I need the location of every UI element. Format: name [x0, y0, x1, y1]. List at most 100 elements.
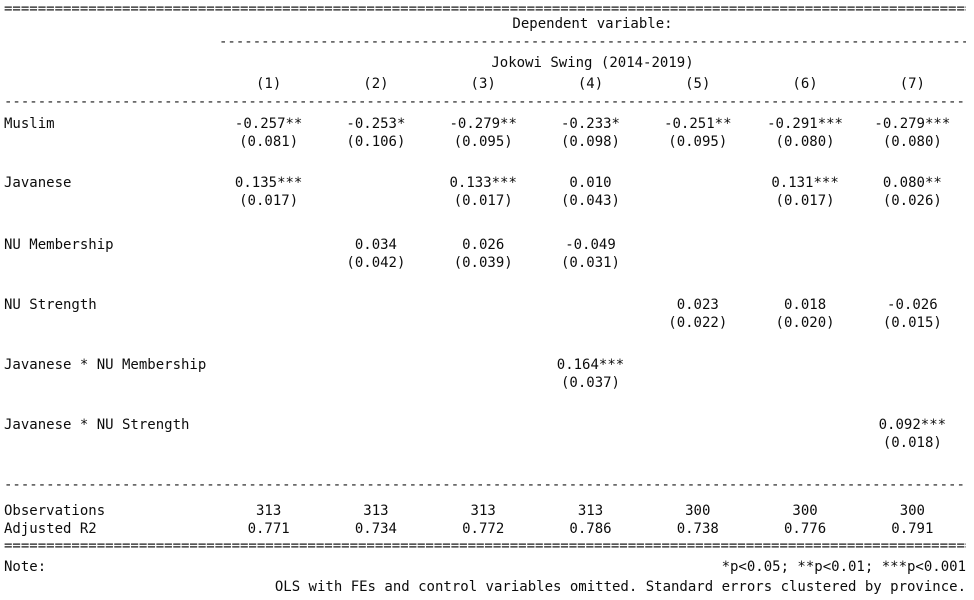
coef-cell: -0.026	[887, 297, 938, 313]
se-cell: (0.081)	[239, 134, 299, 150]
row-label: Javanese * NU Strength	[4, 417, 190, 433]
se-cell: (0.017)	[453, 193, 513, 209]
se-cell	[215, 254, 322, 272]
column-header-5: (5)	[685, 76, 711, 92]
coef-cell	[859, 236, 966, 254]
coef-cell	[644, 236, 751, 254]
column-header-spacer	[4, 75, 215, 93]
se-cell: (0.042)	[346, 255, 406, 271]
stat-cell: 313	[577, 503, 604, 519]
se-cell: (0.017)	[239, 193, 299, 209]
coef-cell: -0.279**	[449, 116, 517, 132]
table-rule-depvar: ----------------------------------------…	[219, 34, 966, 50]
stat-cell: 0.776	[783, 521, 827, 537]
row-label: Javanese	[4, 175, 72, 191]
stat-cell: 0.771	[247, 521, 290, 537]
column-header-7: (7)	[899, 76, 925, 92]
coef-cell: 0.034	[354, 237, 397, 253]
se-row-nu-membership: (0.042) (0.039) (0.031)	[4, 254, 966, 272]
stat-cell: 0.791	[891, 521, 934, 537]
se-cell	[430, 374, 537, 392]
se-cell	[430, 434, 537, 452]
se-cell	[644, 254, 751, 272]
coef-cell	[430, 296, 537, 314]
se-cell	[215, 434, 322, 452]
coef-cell	[215, 416, 322, 434]
stat-cell: 300	[685, 503, 711, 519]
se-cell: (0.018)	[882, 435, 942, 451]
coef-cell: 0.133***	[449, 175, 517, 191]
coef-cell	[751, 416, 858, 434]
note-label: Note:	[4, 559, 47, 575]
stat-cell: 300	[792, 503, 818, 519]
coef-cell	[215, 296, 322, 314]
se-cell: (0.015)	[882, 315, 942, 331]
se-row-javanese: (0.017) (0.017) (0.043) (0.017) (0.026)	[4, 192, 966, 210]
row-label: Adjusted R2	[4, 521, 97, 537]
se-cell	[859, 374, 966, 392]
se-cell: (0.080)	[775, 134, 835, 150]
se-cell	[751, 374, 858, 392]
coef-cell	[537, 416, 644, 434]
column-header-6: (6)	[792, 76, 818, 92]
stat-cell: 0.772	[462, 521, 505, 537]
se-cell: (0.017)	[775, 193, 835, 209]
coef-cell	[215, 356, 322, 374]
coef-row-javanese-nu-strength: Javanese * NU Strength 0.092***	[4, 416, 966, 434]
significance-legend: *p<0.05; **p<0.01; ***p<0.001	[721, 559, 966, 575]
row-label-spacer	[4, 254, 215, 272]
se-cell	[751, 434, 858, 452]
coef-cell	[430, 416, 537, 434]
se-cell	[644, 192, 751, 210]
coef-cell: -0.291***	[767, 116, 843, 132]
coef-cell: 0.080**	[882, 175, 942, 191]
dependent-variable-header: Dependent variable:	[512, 16, 673, 32]
stat-cell: 313	[470, 503, 496, 519]
se-cell: (0.080)	[882, 134, 942, 150]
coef-row-javanese-nu-membership: Javanese * NU Membership 0.164***	[4, 356, 966, 374]
coef-cell: 0.092***	[878, 417, 947, 433]
se-cell: (0.037)	[560, 375, 620, 391]
row-label: NU Membership	[4, 237, 114, 253]
column-header-1: (1)	[255, 76, 282, 92]
se-cell: (0.043)	[560, 193, 620, 209]
coef-cell	[644, 356, 751, 374]
row-label-spacer	[4, 314, 215, 332]
coef-cell	[322, 296, 429, 314]
column-header-2: (2)	[363, 76, 389, 92]
se-cell: (0.020)	[775, 315, 835, 331]
coef-cell	[322, 356, 429, 374]
coef-cell: -0.233*	[560, 116, 620, 132]
coef-cell: -0.253*	[346, 116, 406, 132]
se-cell: (0.026)	[882, 193, 942, 209]
se-cell: (0.022)	[668, 315, 728, 331]
stat-cell: 0.786	[569, 521, 612, 537]
row-label: Muslim	[4, 116, 55, 132]
row-label-spacer	[4, 434, 215, 452]
se-cell	[322, 314, 429, 332]
stat-cell: 313	[255, 503, 282, 519]
coef-cell: 0.131***	[771, 175, 839, 191]
se-cell	[322, 374, 429, 392]
stat-row-observations: Observations 313 313 313 313 300 300 300	[4, 502, 966, 520]
table-rule-top: ========================================…	[4, 1, 966, 17]
note-method-text: OLS with FEs and control variables omitt…	[274, 579, 966, 595]
row-label-spacer	[4, 133, 215, 151]
note-method-row: OLS with FEs and control variables omitt…	[4, 578, 966, 596]
se-row-javanese-nu-strength: (0.018)	[4, 434, 966, 452]
se-cell: (0.095)	[453, 134, 513, 150]
se-cell	[537, 434, 644, 452]
row-label: NU Strength	[4, 297, 97, 313]
coef-cell	[322, 416, 429, 434]
column-header-3: (3)	[470, 76, 496, 92]
coef-cell: 0.018	[783, 297, 827, 313]
se-cell	[644, 434, 751, 452]
coef-cell	[751, 236, 858, 254]
coef-cell	[751, 356, 858, 374]
note-row: Note: *p<0.05; **p<0.01; ***p<0.001	[4, 558, 966, 576]
row-label-spacer	[4, 192, 215, 210]
stat-cell: 300	[899, 503, 925, 519]
stat-row-adjusted-r2: Adjusted R2 0.771 0.734 0.772 0.786 0.73…	[4, 520, 966, 538]
row-label: Javanese * NU Membership	[4, 357, 207, 373]
se-cell: (0.039)	[453, 255, 513, 271]
